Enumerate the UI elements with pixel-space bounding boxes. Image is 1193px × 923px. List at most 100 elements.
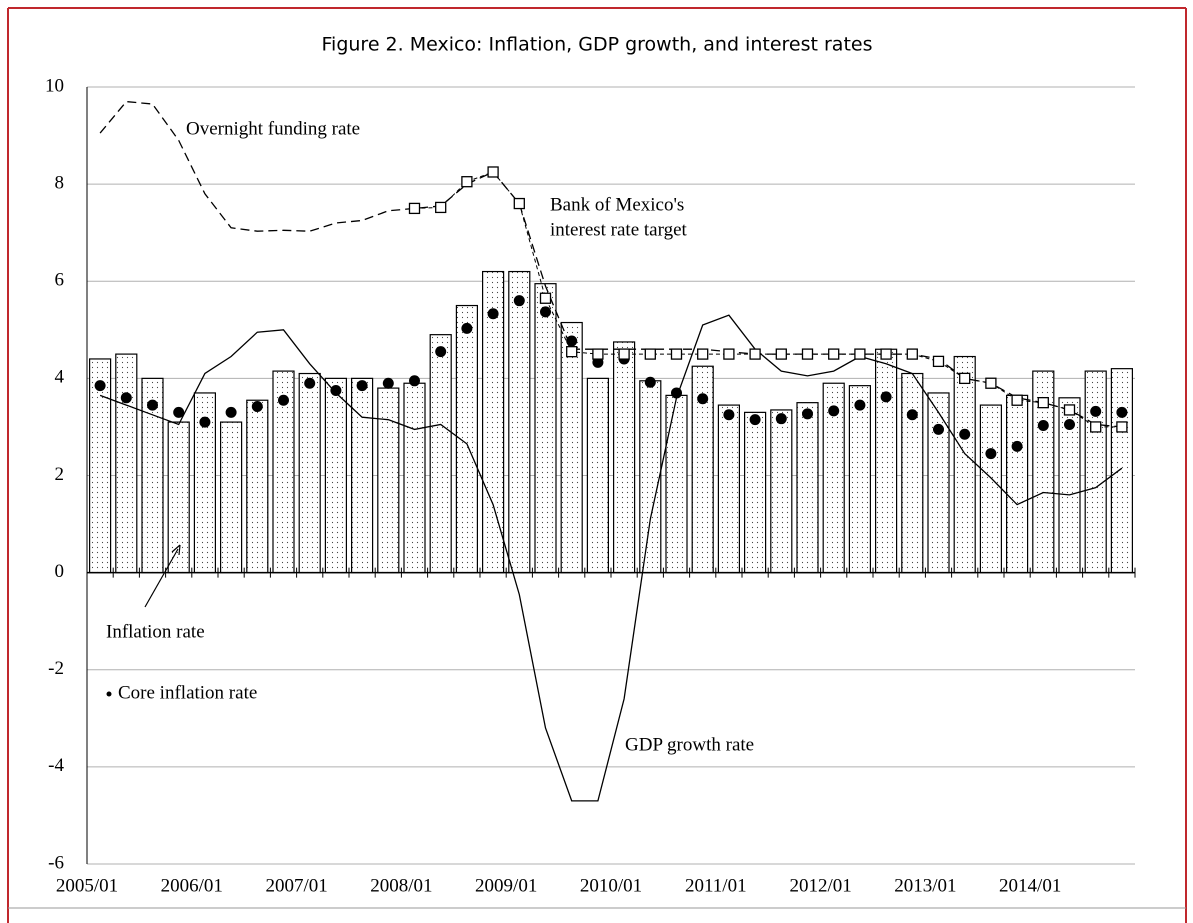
target-square [828,348,840,360]
target-square [697,348,709,360]
x-tick-label: 2010/01 [580,875,642,896]
core-dot [985,448,997,460]
series-label: Overnight funding rate [186,118,360,139]
target-square [592,348,604,360]
bar [560,321,583,574]
core-dot [775,413,787,425]
core-dot [461,322,473,334]
target-square [461,176,473,188]
core-dot [356,380,368,392]
core-dot [1090,405,1102,417]
x-tick-label: 2005/01 [56,875,118,896]
bar [874,348,898,574]
core-dot [723,409,735,421]
x-tick-label: 2009/01 [475,875,537,896]
bar [979,404,1003,574]
series-line [414,171,1122,428]
core-dot [487,308,499,320]
target-square [1011,394,1023,406]
bar [639,380,662,574]
bar [298,372,321,574]
target-square [985,377,997,389]
label-bullet [106,691,112,697]
core-dot [644,376,656,388]
y-tick-label: 10 [45,75,64,96]
target-square [1063,404,1076,416]
series-line [99,314,1123,802]
core-dot [828,405,840,417]
bar [796,402,819,574]
y-tick-label: 8 [55,172,65,193]
core-dot [1037,419,1049,431]
bar [220,421,243,574]
core-dot [173,406,185,418]
x-tick-label: 2012/01 [789,875,851,896]
series-line [99,100,1122,428]
bar [167,421,190,574]
x-tick-label: 2013/01 [894,875,956,896]
core-dot [513,295,525,307]
core-dot [251,401,263,413]
bar [901,372,924,574]
series-label: GDP growth rate [625,734,754,755]
bar [665,394,688,574]
y-tick-label: -6 [48,852,64,873]
x-tick-label: 2008/01 [370,875,432,896]
x-tick-label: 2014/01 [999,875,1061,896]
core-dot [959,428,971,440]
core-dot [120,392,132,404]
core-dot [199,416,211,428]
y-tick-label: -4 [48,755,64,776]
bar [1005,394,1029,574]
core-dot [1116,406,1128,418]
target-square [618,348,630,360]
x-tick-label: 2007/01 [265,875,327,896]
series-label: Bank of Mexico's [550,194,684,215]
target-square [932,355,945,368]
target-square [408,202,421,215]
core-dot [749,414,761,426]
core-dot [880,391,892,403]
x-tick-label: 2011/01 [685,875,747,896]
target-square [513,197,525,210]
bar [351,377,374,574]
target-square [566,346,578,358]
bar [743,411,767,574]
target-square [906,348,918,360]
target-square [539,292,552,304]
target-square [723,348,735,360]
core-dot [409,375,420,387]
target-square [435,201,447,214]
core-dot [697,393,709,405]
bar [429,334,452,574]
bar [848,385,872,574]
bar [927,392,950,574]
series-label: Core inflation rate [118,682,257,703]
y-tick-label: 0 [55,561,65,582]
core-dot [330,385,342,397]
target-square [880,348,892,360]
target-square [749,348,761,360]
bar [115,353,138,574]
bar [534,283,557,574]
y-tick-label: -2 [48,658,64,679]
bar [246,399,269,574]
arrow [144,548,179,608]
series-label: Inflation rate [106,621,205,642]
bar [1110,368,1134,574]
bar [403,382,426,574]
core-dot [540,306,551,318]
core-dot [1011,440,1023,452]
target-square [644,348,656,360]
bar [324,377,347,574]
target-square [670,348,683,360]
bar [508,270,531,574]
target-square [487,166,499,178]
core-dot [854,399,866,411]
chart-title: Figure 2. Mexico: Inflation, GDP growth,… [322,34,873,56]
y-tick-label: 2 [55,464,65,485]
core-dot [382,377,394,389]
target-square [1037,397,1049,409]
core-dot [147,399,158,411]
